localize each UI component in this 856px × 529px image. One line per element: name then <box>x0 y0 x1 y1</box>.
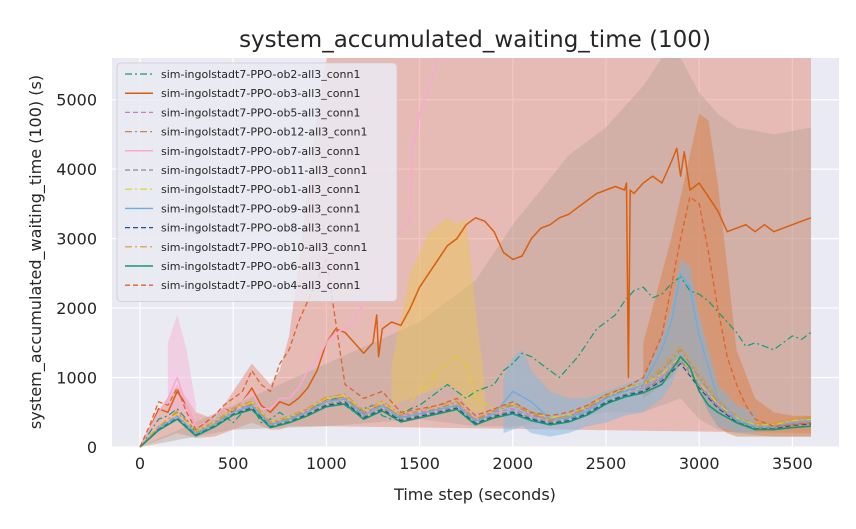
confidence-band <box>140 58 811 447</box>
legend-entry: sim-ingolstadt7-PPO-ob1-all3_conn1 <box>161 183 360 196</box>
chart-title: system_accumulated_waiting_time (100) <box>239 27 711 53</box>
y-axis-label: system_accumulated_waiting_time (100) (s… <box>26 75 46 429</box>
legend-entry: sim-ingolstadt7-PPO-ob11-all3_conn1 <box>161 164 367 177</box>
series-line <box>139 363 812 448</box>
legend-entry: sim-ingolstadt7-PPO-ob4-all3_conn1 <box>161 279 360 292</box>
series-line <box>139 345 812 448</box>
confidence-band <box>140 58 811 447</box>
legend-entry: sim-ingolstadt7-PPO-ob3-all3_conn1 <box>161 87 360 100</box>
y-tick-label: 1000 <box>56 369 97 388</box>
y-tick-label: 2000 <box>56 299 97 318</box>
series-line <box>139 147 812 448</box>
y-tick-label: 4000 <box>56 160 97 179</box>
legend-entry: sim-ingolstadt7-PPO-ob6-all3_conn1 <box>161 260 360 273</box>
y-tick-label: 0 <box>87 438 97 457</box>
y-tick-label: 5000 <box>56 91 97 110</box>
legend-entry: sim-ingolstadt7-PPO-ob12-all3_conn1 <box>161 126 367 139</box>
legend-entry: sim-ingolstadt7-PPO-ob2-all3_conn1 <box>161 68 360 81</box>
series-line <box>139 196 812 448</box>
legend-entry: sim-ingolstadt7-PPO-ob9-all3_conn1 <box>161 202 360 215</box>
legend-entry: sim-ingolstadt7-PPO-ob7-all3_conn1 <box>161 145 360 158</box>
x-tick-label: 1500 <box>399 454 440 473</box>
confidence-band <box>167 315 196 434</box>
x-tick-label: 2000 <box>492 454 533 473</box>
confidence-band <box>503 259 756 437</box>
legend: sim-ingolstadt7-PPO-ob2-all3_conn1 sim-in… <box>116 62 398 302</box>
legend-box <box>116 62 398 302</box>
x-tick-label: 2500 <box>586 454 627 473</box>
legend-entry: sim-ingolstadt7-PPO-ob10-all3_conn1 <box>161 241 367 254</box>
x-tick-label: 3000 <box>679 454 720 473</box>
series-line <box>139 359 812 448</box>
series-line <box>139 57 439 448</box>
x-tick-label: 0 <box>135 454 145 473</box>
x-tick-label: 3500 <box>772 454 813 473</box>
confidence-band <box>391 217 485 413</box>
legend-entry: sim-ingolstadt7-PPO-ob5-all3_conn1 <box>161 106 360 119</box>
confidence-bands <box>140 58 811 447</box>
x-tick-label: 500 <box>218 454 249 473</box>
x-axis-label: Time step (seconds) <box>393 485 556 504</box>
y-tick-label: 3000 <box>56 230 97 249</box>
x-tick-label: 1000 <box>306 454 347 473</box>
series-line <box>139 272 812 448</box>
series-line <box>139 355 812 448</box>
legend-entry: sim-ingolstadt7-PPO-ob8-all3_conn1 <box>161 222 360 235</box>
tick-labels: 0 500 1000 1500 2000 2500 3000 3500 0 1000 2000 300… <box>56 91 812 473</box>
series-lines <box>139 57 812 448</box>
